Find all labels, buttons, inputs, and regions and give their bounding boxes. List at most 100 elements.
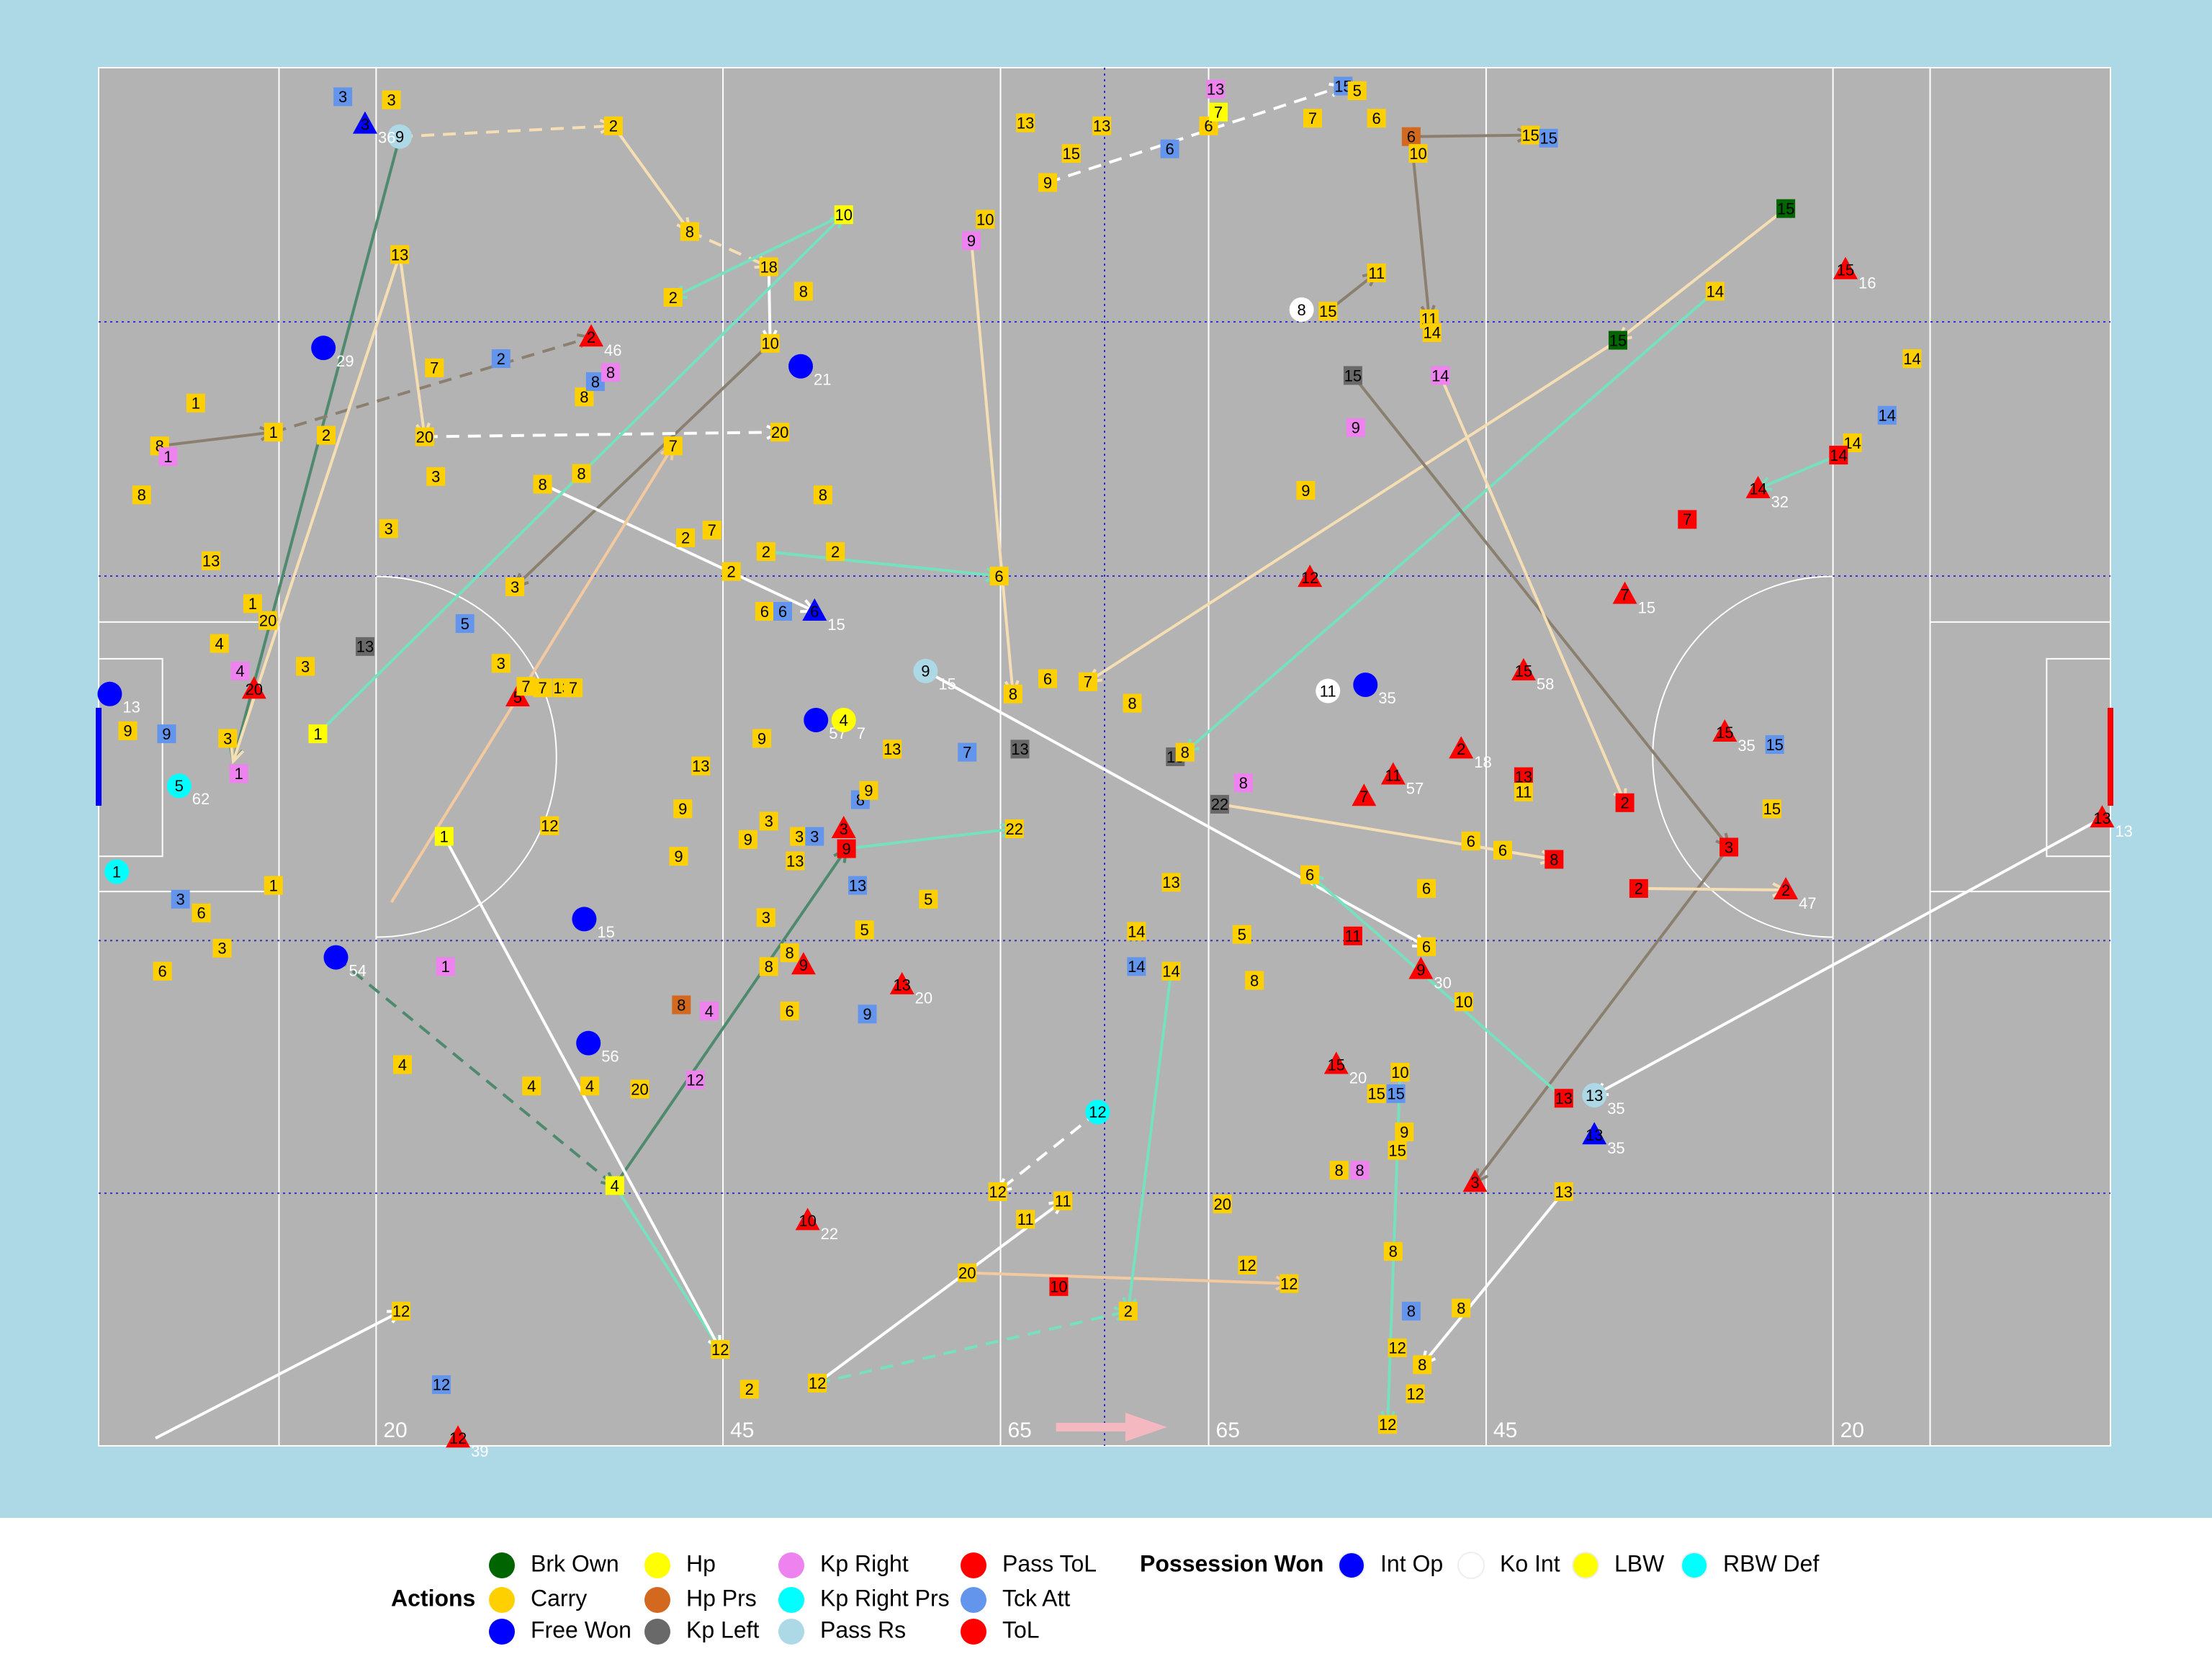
event-marker bbox=[1765, 734, 1784, 754]
event-label: 9 bbox=[864, 782, 873, 800]
event-marker bbox=[572, 907, 597, 932]
event-label: 9 bbox=[162, 725, 171, 743]
event-label: 3 bbox=[361, 115, 369, 133]
event-marker bbox=[1462, 1169, 1488, 1192]
event-label: 3 bbox=[497, 655, 505, 673]
event-label: 8 bbox=[1407, 1303, 1416, 1321]
event-marker bbox=[308, 724, 328, 744]
event-marker bbox=[1053, 1191, 1073, 1210]
event-marker bbox=[1323, 1051, 1349, 1074]
event-label: 9 bbox=[1352, 419, 1360, 437]
event-label: 2 bbox=[587, 328, 595, 346]
event-marker bbox=[834, 205, 853, 225]
event-label: 8 bbox=[1418, 1356, 1426, 1374]
event-marker bbox=[1762, 799, 1781, 819]
legend-label: Kp Right bbox=[820, 1550, 909, 1576]
event-marker bbox=[721, 562, 741, 581]
event-marker bbox=[691, 756, 711, 775]
event-marker bbox=[630, 1079, 649, 1099]
event-marker bbox=[826, 542, 845, 562]
event-marker bbox=[793, 282, 813, 301]
legend-title: Possession Won bbox=[1140, 1550, 1323, 1576]
event-marker bbox=[808, 1373, 827, 1393]
event-label: 15 bbox=[1063, 145, 1080, 163]
event-note: 58 bbox=[1537, 675, 1554, 693]
event-marker bbox=[752, 729, 772, 748]
event-label: 15 bbox=[1388, 1141, 1406, 1159]
event-label: 12 bbox=[433, 1376, 450, 1394]
event-marker bbox=[1085, 1100, 1110, 1125]
event-marker bbox=[1346, 418, 1365, 437]
event-marker bbox=[1049, 1277, 1069, 1296]
event-label: 10 bbox=[1391, 1064, 1408, 1082]
event-marker bbox=[1493, 840, 1513, 860]
event-marker bbox=[579, 324, 604, 347]
arrow bbox=[689, 230, 770, 269]
event-label: 5 bbox=[461, 615, 469, 633]
event-marker bbox=[264, 423, 283, 442]
event-marker bbox=[505, 577, 525, 596]
event-label: 20 bbox=[246, 680, 263, 698]
event-label: 13 bbox=[202, 552, 220, 570]
event-marker bbox=[788, 354, 814, 379]
event-label: 9 bbox=[1400, 1123, 1408, 1141]
event-marker bbox=[1417, 937, 1437, 956]
event-marker bbox=[491, 654, 511, 673]
arrow bbox=[1421, 1190, 1565, 1366]
arrow bbox=[817, 1309, 1129, 1385]
event-label: 11 bbox=[1055, 1192, 1071, 1210]
event-marker bbox=[759, 811, 778, 831]
event-label: 3 bbox=[511, 578, 519, 596]
event-marker bbox=[1016, 113, 1035, 132]
event-marker bbox=[431, 1375, 451, 1394]
event-label: 3 bbox=[217, 940, 226, 958]
event-marker bbox=[1511, 657, 1536, 680]
event-marker bbox=[186, 393, 205, 413]
event-marker bbox=[243, 594, 262, 613]
event-marker bbox=[603, 116, 623, 135]
event-label: 13 bbox=[1555, 1089, 1573, 1107]
event-label: 3 bbox=[795, 827, 804, 845]
event-label: 8 bbox=[1181, 743, 1190, 761]
event-label: 13 bbox=[1093, 117, 1110, 135]
event-marker bbox=[2090, 805, 2115, 828]
arrow bbox=[613, 848, 848, 1187]
event-marker bbox=[1206, 79, 1226, 99]
legend-swatch bbox=[1681, 1552, 1708, 1579]
event-label: 9 bbox=[863, 1005, 871, 1023]
event-label: 3 bbox=[810, 827, 819, 845]
event-marker bbox=[1353, 673, 1378, 698]
event-marker bbox=[1712, 719, 1737, 742]
event-label: 11 bbox=[1385, 766, 1401, 784]
event-label: 8 bbox=[1250, 971, 1259, 989]
event-label: 5 bbox=[924, 891, 932, 909]
event-marker bbox=[132, 485, 151, 505]
event-marker bbox=[1318, 302, 1338, 321]
event-label: 15 bbox=[1716, 724, 1733, 742]
direction-arrow-head bbox=[1125, 1413, 1167, 1442]
event-label: 14 bbox=[1830, 446, 1847, 464]
event-marker bbox=[1582, 1122, 1607, 1145]
legend-label: Ko Int bbox=[1500, 1550, 1560, 1576]
event-marker bbox=[848, 876, 868, 895]
event-label: 10 bbox=[761, 335, 778, 353]
event-marker bbox=[392, 1301, 411, 1321]
event-marker bbox=[1455, 992, 1474, 1012]
event-marker bbox=[1629, 878, 1648, 898]
event-marker bbox=[1608, 331, 1627, 350]
event-label: 5 bbox=[1353, 82, 1362, 100]
event-label: 15 bbox=[1387, 1085, 1404, 1103]
event-marker bbox=[1461, 831, 1480, 850]
arrow bbox=[155, 1310, 402, 1440]
event-label: 20 bbox=[631, 1080, 648, 1098]
legend: Actions Brk Own Carry Free Won Hp Hp Prs Kp Le… bbox=[391, 1550, 1819, 1645]
event-note: 47 bbox=[1799, 894, 1816, 912]
event-label: 20 bbox=[416, 428, 433, 446]
event-marker bbox=[1003, 684, 1022, 703]
event-marker bbox=[663, 288, 683, 307]
event-label: 9 bbox=[967, 232, 976, 250]
event-note: 15 bbox=[597, 923, 614, 941]
legend-swatch bbox=[489, 1552, 515, 1578]
event-label: 13 bbox=[884, 740, 901, 758]
event-label: 12 bbox=[541, 817, 558, 835]
